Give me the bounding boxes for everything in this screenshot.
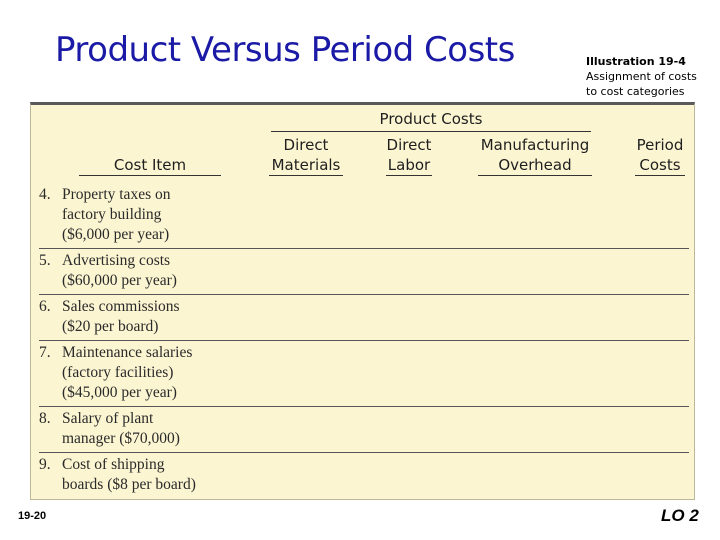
table-row: 7. Maintenance salaries (factory facilit…: [39, 341, 689, 407]
page-number: 19-20: [18, 510, 47, 522]
direct-materials-line2: Materials: [271, 156, 341, 174]
illustration-label: Illustration 19-4 Assignment of costs to…: [586, 54, 697, 99]
manufacturing-overhead-line2: Overhead: [498, 156, 572, 174]
cost-table-panel: Product Costs Cost Item Direct Materials…: [30, 102, 695, 500]
cost-item-rows: 4. Property taxes on factory building ($…: [39, 183, 689, 498]
row-line: ($45,000 per year): [62, 384, 177, 401]
row-description: Cost of shipping boards ($8 per board): [62, 455, 262, 495]
row-number: 5.: [39, 252, 51, 269]
slide-title: Product Versus Period Costs: [55, 30, 515, 70]
product-costs-group-line: [271, 131, 591, 132]
row-line: Maintenance salaries: [62, 344, 193, 361]
row-line: factory building: [62, 206, 162, 223]
table-row: 9. Cost of shipping boards ($8 per board…: [39, 453, 689, 498]
illustration-caption-line1: Assignment of costs: [586, 70, 697, 83]
table-row: 6. Sales commissions ($20 per board): [39, 295, 689, 341]
row-line: Advertising costs: [62, 252, 171, 269]
row-number: 9.: [39, 456, 51, 473]
row-line: (factory facilities): [62, 364, 174, 381]
illustration-number: Illustration 19-4: [586, 55, 686, 68]
row-line: manager ($70,000): [62, 430, 180, 447]
column-header-direct-materials: Direct Materials: [269, 135, 343, 176]
row-description: Sales commissions ($20 per board): [62, 297, 262, 337]
row-line: Salary of plant: [62, 410, 154, 427]
table-row: 8. Salary of plant manager ($70,000): [39, 407, 689, 453]
row-line: boards ($8 per board): [62, 476, 196, 493]
period-costs-line1: Period: [636, 136, 684, 154]
row-number: 7.: [39, 344, 51, 361]
table-row: 4. Property taxes on factory building ($…: [39, 183, 689, 249]
period-costs-line2: Costs: [639, 156, 681, 174]
table-row: 5. Advertising costs ($60,000 per year): [39, 249, 689, 295]
learning-objective: LO 2: [661, 506, 699, 525]
manufacturing-overhead-line1: Manufacturing: [480, 136, 590, 154]
row-line: ($20 per board): [62, 318, 159, 335]
row-description: Maintenance salaries (factory facilities…: [62, 343, 262, 403]
row-line: ($60,000 per year): [62, 272, 177, 289]
row-line: Sales commissions: [62, 298, 180, 315]
row-description: Property taxes on factory building ($6,0…: [62, 185, 262, 245]
cost-item-label: Cost Item: [113, 156, 187, 174]
row-description: Salary of plant manager ($70,000): [62, 409, 262, 449]
row-number: 6.: [39, 298, 51, 315]
illustration-caption-line2: to cost categories: [586, 85, 685, 98]
row-description: Advertising costs ($60,000 per year): [62, 251, 262, 291]
direct-materials-line1: Direct: [283, 136, 329, 154]
column-header-direct-labor: Direct Labor: [386, 135, 432, 176]
row-line: Property taxes on: [62, 186, 171, 203]
product-costs-group-header: Product Costs: [379, 110, 483, 128]
column-header-period-costs: Period Costs: [635, 135, 685, 176]
direct-labor-line1: Direct: [386, 136, 432, 154]
row-number: 4.: [39, 186, 51, 203]
row-number: 8.: [39, 410, 51, 427]
row-line: Cost of shipping: [62, 456, 165, 473]
column-header-cost-item: Cost Item: [79, 155, 221, 176]
direct-labor-line2: Labor: [387, 156, 431, 174]
column-header-manufacturing-overhead: Manufacturing Overhead: [478, 135, 592, 176]
row-line: ($6,000 per year): [62, 226, 170, 243]
